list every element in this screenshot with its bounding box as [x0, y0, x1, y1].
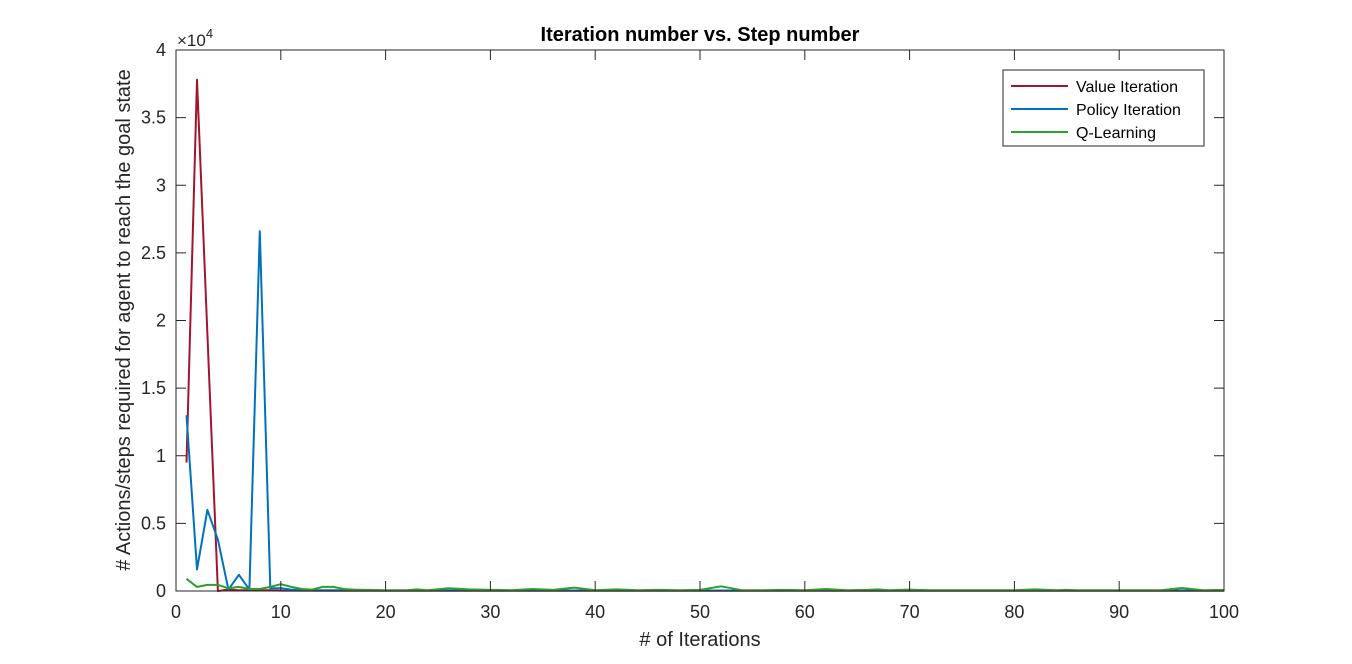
y-axis-exponent: ×104	[177, 26, 213, 50]
y-axis-ticks: 0 0.5 1 1.5 2 2.5 3 3.5 4	[141, 40, 1224, 601]
y-tick-label: 1.5	[141, 378, 166, 398]
legend-label-value-iteration: Value Iteration	[1076, 79, 1178, 96]
y-axis-title: # Actions/steps required for agent to re…	[113, 69, 135, 570]
x-tick-label: 90	[1109, 602, 1129, 622]
series-line-q-learning	[185, 578, 1225, 592]
x-axis-ticks: 0 10 20 30 40 50 60 70 80 90 100	[171, 50, 1239, 622]
chart-title: Iteration number vs. Step number	[541, 24, 860, 46]
y-tick-label: 0	[156, 581, 166, 601]
y-tick-label: 4	[156, 40, 166, 60]
y-axis-exponent-power: 4	[206, 26, 213, 41]
x-tick-label: 70	[900, 602, 920, 622]
y-tick-label: 3	[156, 175, 166, 195]
x-tick-label: 60	[795, 602, 815, 622]
x-axis-title: # of Iterations	[639, 629, 760, 651]
y-tick-label: 0.5	[141, 513, 166, 533]
y-axis-exponent-base: ×10	[177, 31, 206, 50]
legend: Value Iteration Policy Iteration Q-Learn…	[1002, 69, 1205, 147]
x-tick-label: 10	[271, 602, 291, 622]
x-tick-label: 50	[690, 602, 710, 622]
x-tick-label: 80	[1004, 602, 1024, 622]
x-tick-label: 40	[585, 602, 605, 622]
y-tick-label: 2	[156, 311, 166, 331]
x-tick-label: 30	[480, 602, 500, 622]
x-tick-label: 20	[376, 602, 396, 622]
y-tick-label: 3.5	[141, 108, 166, 128]
y-tick-label: 1	[156, 446, 166, 466]
legend-label-policy-iteration: Policy Iteration	[1076, 102, 1181, 119]
x-tick-label: 100	[1209, 602, 1239, 622]
y-tick-label: 2.5	[141, 243, 166, 263]
x-tick-label: 0	[171, 602, 181, 622]
legend-label-q-learning: Q-Learning	[1076, 125, 1156, 142]
